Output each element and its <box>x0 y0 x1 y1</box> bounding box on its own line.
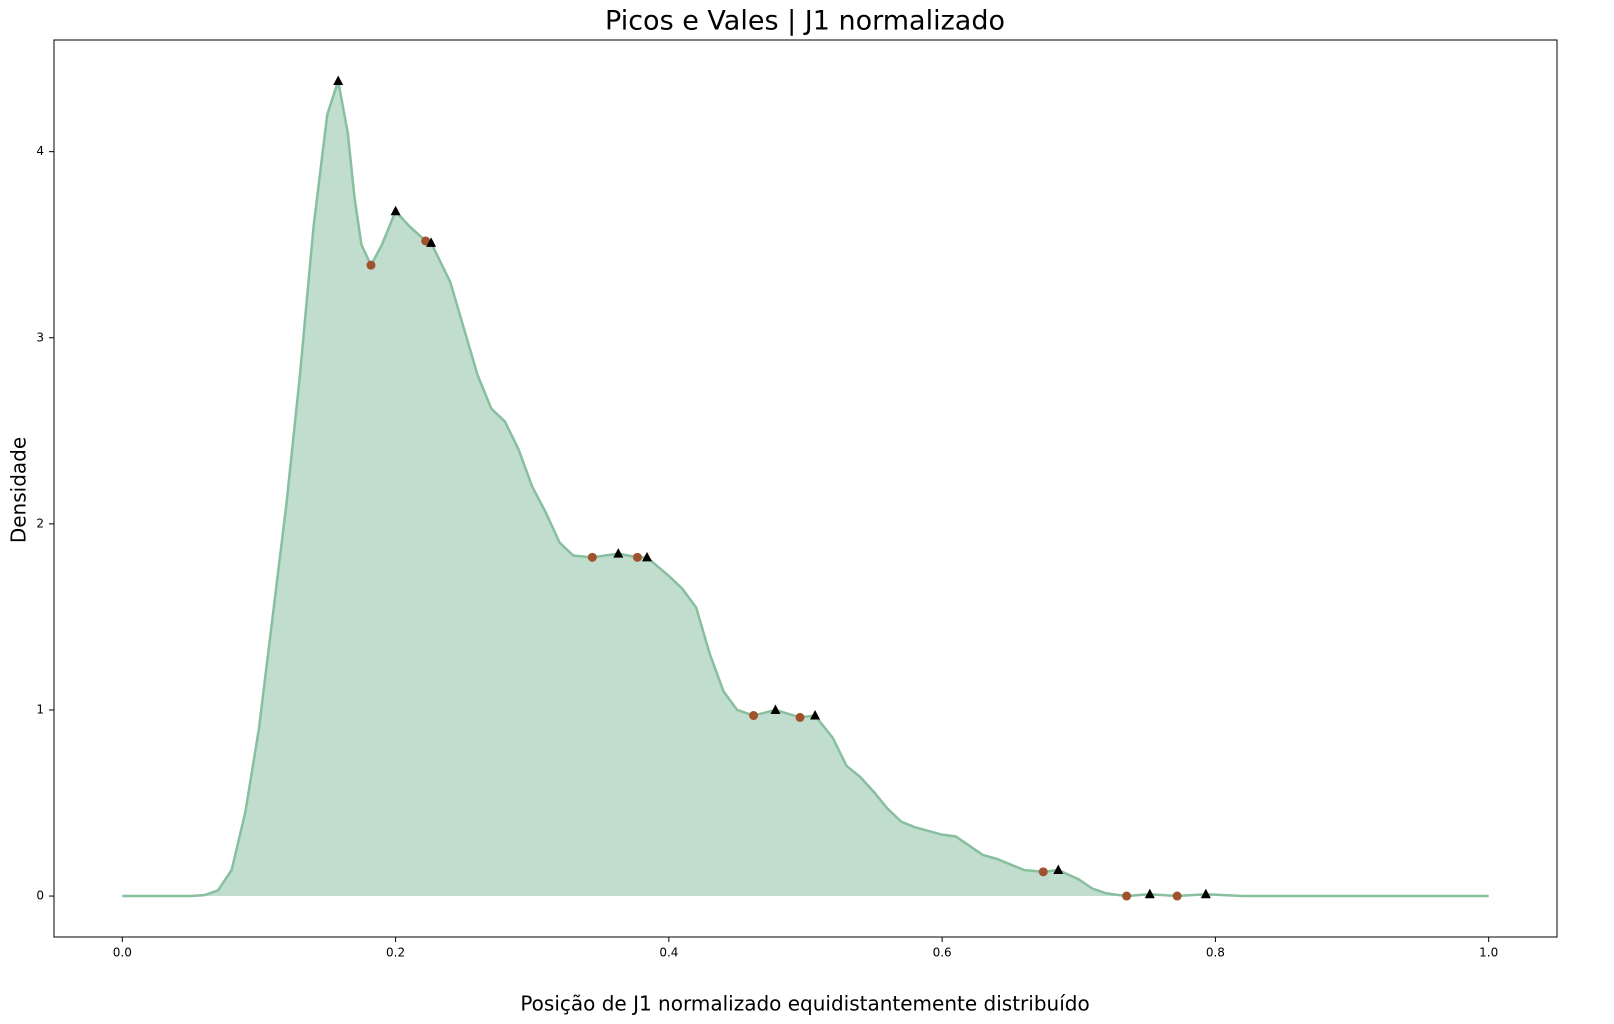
y-tick-label: 3 <box>36 330 44 344</box>
peak-marker <box>390 205 401 216</box>
peak-marker <box>810 710 821 720</box>
chart-title: Picos e Vales | J1 normalizado <box>605 6 1005 37</box>
x-tick-label: 1.0 <box>1479 946 1498 960</box>
peak-marker <box>770 704 781 714</box>
x-tick-label: 0.4 <box>659 946 678 960</box>
plot-frame <box>53 39 1558 938</box>
peak-marker <box>613 548 624 558</box>
valley-marker <box>749 711 759 721</box>
valley-marker <box>1038 867 1048 877</box>
x-tick-label: 0.0 <box>113 946 132 960</box>
valley-marker <box>366 260 376 270</box>
peak-marker <box>1200 888 1211 899</box>
valley-marker <box>1172 891 1182 901</box>
x-tick-label: 0.6 <box>933 946 952 960</box>
valley-marker <box>587 552 597 562</box>
peak-marker <box>642 551 653 562</box>
y-tick-label: 0 <box>36 889 44 903</box>
peak-marker <box>1053 864 1064 875</box>
peak-marker <box>1144 888 1155 899</box>
y-tick-label: 1 <box>36 702 44 716</box>
valley-marker <box>632 552 642 562</box>
y-tick-label: 2 <box>36 516 44 530</box>
y-tick-label: 4 <box>36 144 44 158</box>
valley-marker <box>421 236 431 246</box>
x-tick-label: 0.2 <box>386 946 405 960</box>
valley-marker <box>1122 891 1132 901</box>
valley-marker <box>795 712 805 722</box>
density-area <box>122 80 1489 897</box>
y-axis-label: Densidade <box>7 437 31 543</box>
peak-marker <box>333 75 344 85</box>
peak-marker <box>426 237 437 247</box>
x-axis-label: Posição de J1 normalizado equidistanteme… <box>520 992 1089 1016</box>
x-tick-label: 0.8 <box>1206 946 1225 960</box>
